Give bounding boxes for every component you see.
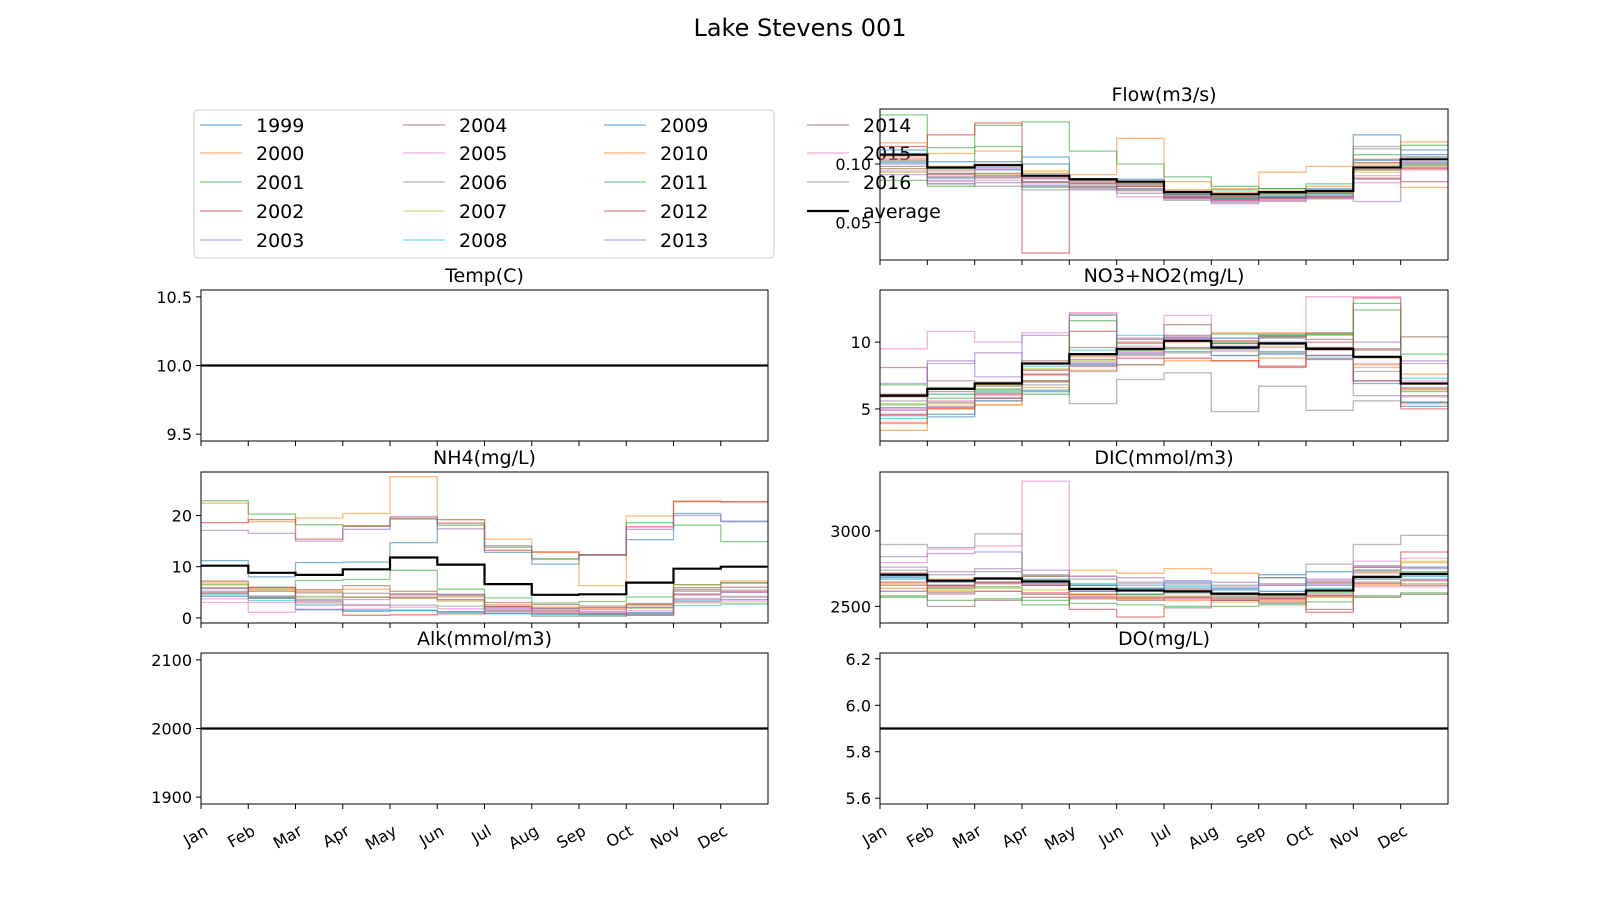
panel-1: NH4(mg/L) 0 10 20 bbox=[172, 447, 769, 628]
panel-title: DO(mg/L) bbox=[1118, 628, 1210, 650]
series-line bbox=[880, 309, 1448, 406]
panel-title: DIC(mmol/m3) bbox=[1094, 447, 1233, 469]
x-tick-label: Mar bbox=[949, 821, 985, 853]
legend-label-2008: 2008 bbox=[459, 230, 507, 252]
y-tick-label: 1900 bbox=[151, 788, 192, 807]
x-tick-label: Oct bbox=[1283, 821, 1316, 851]
series-line bbox=[201, 592, 768, 617]
x-tick-label: Feb bbox=[224, 821, 258, 852]
x-tick-label: Nov bbox=[1327, 821, 1364, 853]
y-tick-label: 5.8 bbox=[846, 743, 871, 762]
y-tick-label: 10.0 bbox=[156, 357, 192, 376]
x-tick-label: Feb bbox=[903, 821, 937, 852]
legend-label-2013: 2013 bbox=[660, 230, 708, 252]
legend-label-2003: 2003 bbox=[256, 230, 304, 252]
legend-label-2001: 2001 bbox=[256, 172, 304, 194]
axes-frame bbox=[879, 289, 1449, 442]
series-line bbox=[880, 357, 1448, 423]
y-tick-label: 0 bbox=[182, 609, 192, 628]
average-line bbox=[880, 339, 1448, 397]
panel-3: Flow(m3/s) 0.05 0.10 bbox=[835, 84, 1449, 265]
x-tick-label: Jan bbox=[179, 821, 211, 850]
x-tick-label: Jan bbox=[858, 821, 890, 850]
y-tick-label: 6.2 bbox=[846, 650, 871, 669]
series-line bbox=[201, 514, 768, 561]
x-tick-label: Apr bbox=[999, 821, 1033, 852]
legend-label-1999: 1999 bbox=[256, 115, 304, 137]
legend-label-average: average bbox=[863, 201, 941, 223]
y-tick-label: 2000 bbox=[151, 720, 192, 739]
plot-area bbox=[201, 475, 768, 617]
panel-5: DIC(mmol/m3) 2500 3000 bbox=[830, 447, 1449, 628]
x-tick-label: Jul bbox=[1147, 821, 1174, 848]
panel-title: Temp(C) bbox=[444, 265, 524, 287]
x-tick-label: Jul bbox=[467, 821, 494, 848]
panel-title: Flow(m3/s) bbox=[1111, 84, 1216, 106]
legend-label-2011: 2011 bbox=[660, 172, 708, 194]
legend-label-2000: 2000 bbox=[256, 143, 304, 165]
panel-2: Alk(mmol/m3) 1900 2000 2100 Jan Feb Mar Apr May J… bbox=[151, 628, 769, 854]
x-tick-label: Jun bbox=[1095, 821, 1127, 850]
y-tick-label: 5.6 bbox=[846, 789, 871, 808]
legend-label-2004: 2004 bbox=[459, 115, 507, 137]
y-tick-label: 10 bbox=[851, 333, 871, 352]
panel-title: NO3+NO2(mg/L) bbox=[1084, 265, 1245, 287]
x-tick-label: May bbox=[1041, 821, 1079, 854]
legend-label-2005: 2005 bbox=[459, 143, 507, 165]
average-line bbox=[201, 556, 768, 596]
legend-label-2016: 2016 bbox=[863, 172, 911, 194]
y-tick-label: 2100 bbox=[151, 651, 192, 670]
y-tick-label: 0.05 bbox=[835, 214, 871, 233]
x-tick-label: Sep bbox=[1233, 821, 1269, 853]
x-tick-label: Dec bbox=[1374, 821, 1410, 853]
x-tick-label: Oct bbox=[603, 821, 636, 851]
series-line bbox=[880, 592, 1448, 608]
y-tick-label: 3000 bbox=[830, 522, 871, 541]
legend-label-2007: 2007 bbox=[459, 201, 507, 223]
x-tick-label: Mar bbox=[270, 821, 306, 853]
plot-area bbox=[880, 480, 1448, 618]
legend: 1999 2000 2001 2002 2003 2004 2005 2006 2007 2008… bbox=[193, 109, 941, 259]
x-tick-label: May bbox=[362, 821, 400, 854]
y-tick-label: 5 bbox=[861, 400, 871, 419]
legend-label-2012: 2012 bbox=[660, 201, 708, 223]
legend-label-2014: 2014 bbox=[863, 115, 911, 137]
legend-label-2006: 2006 bbox=[459, 172, 507, 194]
plot-area bbox=[880, 296, 1448, 431]
y-tick-label: 9.5 bbox=[167, 425, 192, 444]
x-tick-label: Sep bbox=[553, 821, 589, 853]
panel-0: Temp(C) 9.5 10.0 10.5 bbox=[156, 265, 769, 446]
x-tick-label: Apr bbox=[319, 821, 353, 852]
plot-area bbox=[880, 114, 1448, 254]
panel-title: NH4(mg/L) bbox=[433, 447, 536, 469]
figure-title: Lake Stevens 001 bbox=[693, 14, 906, 42]
x-tick-label: Jun bbox=[415, 821, 447, 850]
x-tick-label: Aug bbox=[1185, 821, 1222, 853]
y-tick-label: 6.0 bbox=[846, 696, 871, 715]
legend-label-2002: 2002 bbox=[256, 201, 304, 223]
panel-6: DO(mg/L) 5.6 5.8 6.0 6.2 Jan Feb Mar Apr May Jun Ju… bbox=[846, 628, 1449, 854]
y-tick-label: 20 bbox=[172, 507, 192, 526]
series-line bbox=[201, 500, 768, 556]
y-tick-label: 2500 bbox=[830, 597, 871, 616]
series-line bbox=[880, 352, 1448, 425]
panel-title: Alk(mmol/m3) bbox=[417, 628, 552, 650]
legend-label-2010: 2010 bbox=[660, 143, 708, 165]
legend-frame bbox=[193, 109, 775, 259]
average-line bbox=[880, 572, 1448, 596]
x-tick-label: Aug bbox=[505, 821, 542, 853]
x-tick-label: Dec bbox=[694, 821, 730, 853]
average-line bbox=[880, 153, 1448, 196]
y-tick-label: 0.10 bbox=[835, 155, 871, 174]
legend-label-2009: 2009 bbox=[660, 115, 708, 137]
x-tick-label: Nov bbox=[647, 821, 684, 853]
y-tick-label: 10.5 bbox=[156, 288, 192, 307]
series-line bbox=[880, 586, 1448, 600]
y-tick-label: 10 bbox=[172, 558, 192, 577]
panel-4: NO3+NO2(mg/L) 5 10 bbox=[851, 265, 1449, 446]
